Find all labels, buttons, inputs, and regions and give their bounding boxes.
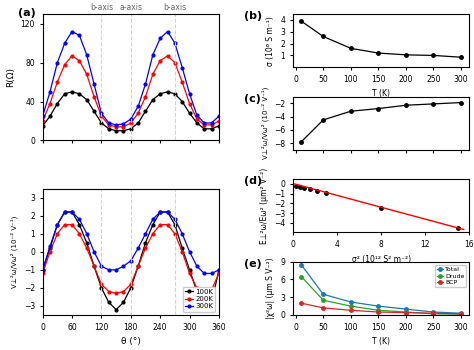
Line: Drude: Drude xyxy=(300,275,463,316)
BCP xyxy=(403,310,409,315)
Legend: 100K, 200K, 300K: 100K, 200K, 300K xyxy=(183,287,216,312)
Text: (d): (d) xyxy=(244,176,262,187)
Y-axis label: σ (10⁶ S m⁻¹): σ (10⁶ S m⁻¹) xyxy=(266,16,275,65)
X-axis label: T (K): T (K) xyxy=(372,337,390,346)
Text: (a): (a) xyxy=(18,8,36,18)
BCP xyxy=(299,301,304,305)
Total xyxy=(299,262,304,267)
Text: a-axis: a-axis xyxy=(119,3,142,12)
Total xyxy=(458,311,464,315)
BCP xyxy=(458,312,464,316)
X-axis label: θ (°): θ (°) xyxy=(121,337,141,346)
Drude xyxy=(403,310,409,314)
Text: b-axis: b-axis xyxy=(164,3,186,12)
Drude xyxy=(299,274,304,279)
Drude xyxy=(348,304,354,308)
X-axis label: σ² (10¹² S² m⁻²): σ² (10¹² S² m⁻²) xyxy=(352,254,410,264)
Y-axis label: R(Ω): R(Ω) xyxy=(6,67,15,87)
Total xyxy=(375,304,381,308)
Total xyxy=(430,310,436,314)
Y-axis label: V⊥²ω/Vω² (10⁻² V⁻¹): V⊥²ω/Vω² (10⁻² V⁻¹) xyxy=(11,216,18,288)
Total xyxy=(403,307,409,311)
Legend: Total, Drude, BCP: Total, Drude, BCP xyxy=(435,265,466,287)
Text: b-axis: b-axis xyxy=(90,3,113,12)
Text: (b): (b) xyxy=(244,11,262,21)
Y-axis label: |χ²ω| (μm S V⁻²): |χ²ω| (μm S V⁻²) xyxy=(266,258,275,319)
BCP xyxy=(320,306,326,310)
Line: Total: Total xyxy=(300,263,463,315)
BCP xyxy=(430,311,436,315)
Total xyxy=(348,300,354,304)
Text: (e): (e) xyxy=(244,259,261,269)
Total xyxy=(320,292,326,296)
Line: BCP: BCP xyxy=(300,301,463,316)
Drude xyxy=(430,312,436,316)
X-axis label: T (K): T (K) xyxy=(372,90,390,98)
Drude xyxy=(458,312,464,316)
Drude xyxy=(320,298,326,302)
BCP xyxy=(348,308,354,312)
Text: (c): (c) xyxy=(244,94,261,104)
Y-axis label: V⊥²ω/Vω² (10⁻² V⁻¹): V⊥²ω/Vω² (10⁻² V⁻¹) xyxy=(261,87,269,159)
Drude xyxy=(375,308,381,312)
BCP xyxy=(375,310,381,314)
Y-axis label: E⊥²ω/Eω² (μm² V⁻²): E⊥²ω/Eω² (μm² V⁻²) xyxy=(260,168,269,244)
